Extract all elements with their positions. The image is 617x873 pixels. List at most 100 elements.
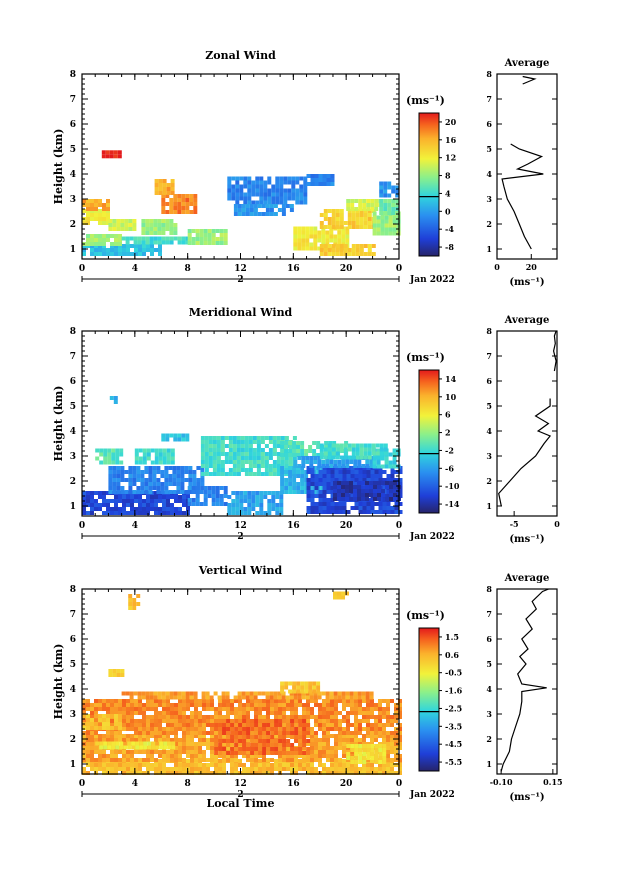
- heatmap-cell: [333, 493, 337, 497]
- heatmap-cell: [314, 738, 318, 742]
- heatmap-cell: [350, 738, 354, 742]
- heatmap-cell: [335, 248, 340, 252]
- heatmap-cell: [306, 707, 310, 711]
- heatmap-cell: [224, 436, 229, 440]
- heatmap-cell: [393, 497, 397, 501]
- heatmap-cell: [310, 750, 314, 754]
- heatmap-cell: [317, 460, 322, 464]
- heatmap-cell: [111, 456, 116, 461]
- heatmap-cell: [349, 485, 353, 489]
- heatmap-cell: [221, 691, 226, 696]
- heatmap-cell: [284, 436, 289, 440]
- heatmap-cell: [147, 745, 152, 750]
- heatmap-cell: [338, 502, 343, 506]
- heatmap-cell: [398, 742, 402, 746]
- heatmap-cell: [322, 482, 327, 486]
- heatmap-cell: [239, 188, 244, 193]
- heatmap-cell: [262, 715, 266, 719]
- heatmap-cell: [241, 691, 246, 696]
- heatmap-cell: [337, 695, 342, 700]
- heatmap-cell: [380, 227, 385, 232]
- heatmap-cell: [223, 237, 228, 241]
- heatmap-cell: [255, 499, 260, 503]
- heatmap-cell: [134, 758, 138, 762]
- heatmap-cell: [145, 695, 150, 700]
- heatmap-cell: [128, 606, 133, 610]
- heatmap-cell: [220, 468, 225, 472]
- heatmap-cell: [359, 221, 364, 225]
- heatmap-cell: [212, 452, 217, 456]
- heatmap-cell: [357, 481, 361, 485]
- heatmap-cell: [350, 703, 354, 707]
- heatmap-cell: [222, 763, 226, 767]
- average-y-tick-label: 5: [486, 144, 492, 154]
- heatmap-cell: [251, 200, 256, 205]
- heatmap-cell: [106, 217, 110, 221]
- heatmap-cell: [182, 707, 186, 711]
- heatmap-cell: [271, 507, 276, 511]
- heatmap-cell: [110, 511, 114, 515]
- heatmap-cell: [351, 244, 356, 248]
- heatmap-cell: [355, 225, 360, 229]
- heatmap-cell: [220, 436, 225, 440]
- heatmap-cell: [166, 723, 170, 727]
- heatmap-cell: [330, 754, 334, 758]
- heatmap-cell: [244, 436, 249, 440]
- heatmap-cell: [304, 685, 309, 690]
- heatmap-cell: [149, 236, 154, 241]
- heatmap-cell: [297, 238, 302, 243]
- heatmap-cell: [398, 510, 403, 514]
- heatmap-cell: [134, 499, 138, 503]
- heatmap-cell: [182, 771, 186, 775]
- heatmap-cell: [149, 223, 154, 227]
- heatmap-cell: [282, 758, 286, 762]
- heatmap-cell: [354, 719, 358, 723]
- heatmap-cell: [122, 507, 126, 511]
- heatmap-cell: [314, 506, 319, 510]
- heatmap-cell: [362, 699, 366, 703]
- average-x-label: (ms⁻¹): [509, 277, 544, 288]
- heatmap-cell: [130, 754, 134, 758]
- heatmap-cell: [94, 203, 98, 207]
- heatmap-cell: [172, 466, 177, 470]
- heatmap-cell: [158, 244, 162, 248]
- heatmap-cell: [306, 723, 311, 727]
- heatmap-cell: [266, 719, 271, 723]
- heatmap-cell: [261, 212, 266, 216]
- heatmap-cell: [169, 231, 174, 235]
- average-x-tick-label: -0.10: [490, 777, 513, 787]
- heatmap-cell: [212, 460, 217, 464]
- heatmap-cell: [106, 707, 110, 711]
- heatmap-cell: [346, 703, 350, 707]
- heatmap-cell: [246, 735, 251, 739]
- heatmap-cell: [126, 244, 130, 248]
- heatmap-cell: [156, 482, 161, 486]
- heatmap-cell: [323, 451, 328, 456]
- heatmap-cell: [297, 230, 302, 235]
- heatmap-cell: [146, 244, 150, 248]
- heatmap-cell: [130, 767, 134, 771]
- heatmap-cell: [394, 478, 399, 482]
- heatmap-cell: [158, 499, 162, 503]
- heatmap-cell: [342, 746, 346, 750]
- heatmap-cell: [250, 739, 255, 743]
- heatmap-cell: [166, 707, 170, 711]
- heatmap-cell: [263, 184, 268, 189]
- heatmap-cell: [346, 199, 351, 203]
- heatmap-cell: [346, 752, 351, 756]
- heatmap-cell: [235, 511, 240, 515]
- heatmap-cell: [131, 741, 136, 746]
- heatmap-cell: [265, 695, 270, 700]
- heatmap-cell: [310, 470, 315, 474]
- heatmap-cell: [94, 242, 98, 246]
- heatmap-cell: [234, 731, 239, 735]
- heatmap-cell: [264, 468, 269, 472]
- heatmap-cell: [309, 242, 314, 247]
- heatmap-cell: [346, 763, 350, 767]
- heatmap-cell: [330, 703, 334, 707]
- heatmap-cell: [120, 669, 125, 673]
- heatmap-cell: [351, 217, 356, 221]
- heatmap-cell: [193, 198, 198, 202]
- heatmap-cell: [189, 194, 194, 198]
